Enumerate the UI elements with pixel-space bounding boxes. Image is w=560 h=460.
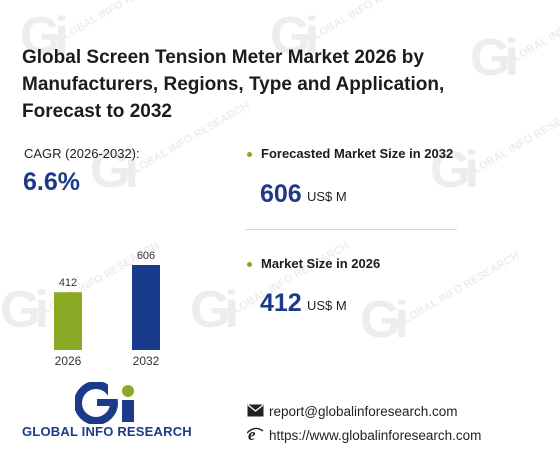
bar-2026 — [54, 292, 82, 350]
data-label-2026: 412 — [59, 277, 77, 289]
forecast-size-unit: US$ M — [307, 189, 347, 204]
cagr-label: CAGR (2026-2032): — [24, 146, 140, 161]
bullet-icon — [247, 262, 252, 267]
x-tick-label-2026: 2026 — [55, 354, 82, 368]
data-label-2032: 606 — [137, 250, 155, 262]
company-logo — [75, 382, 134, 424]
bullet-icon — [247, 152, 252, 157]
x-tick-label-2032: 2032 — [133, 354, 160, 368]
divider — [245, 229, 457, 230]
svg-text:e: e — [248, 426, 256, 443]
forecast-size-value: 606 — [260, 180, 302, 208]
market-size-value: 412 — [260, 289, 302, 317]
contact-website-link[interactable]: https://www.globalinforesearch.com — [269, 428, 482, 443]
cagr-value: 6.6% — [23, 168, 80, 196]
contact-email-link[interactable]: report@globalinforesearch.com — [269, 404, 458, 419]
page-title: Global Screen Tension Meter Market 2026 … — [22, 47, 445, 122]
market-size-unit: US$ M — [307, 298, 347, 313]
internet-explorer-icon: e — [247, 426, 264, 443]
bar-2032 — [132, 265, 160, 350]
market-size-label: Market Size in 2026 — [261, 256, 381, 271]
logo-text: GLOBAL INFO RESEARCH — [22, 424, 192, 439]
forecast-size-label: Forecasted Market Size in 2032 — [261, 146, 454, 161]
envelope-icon — [247, 404, 264, 417]
